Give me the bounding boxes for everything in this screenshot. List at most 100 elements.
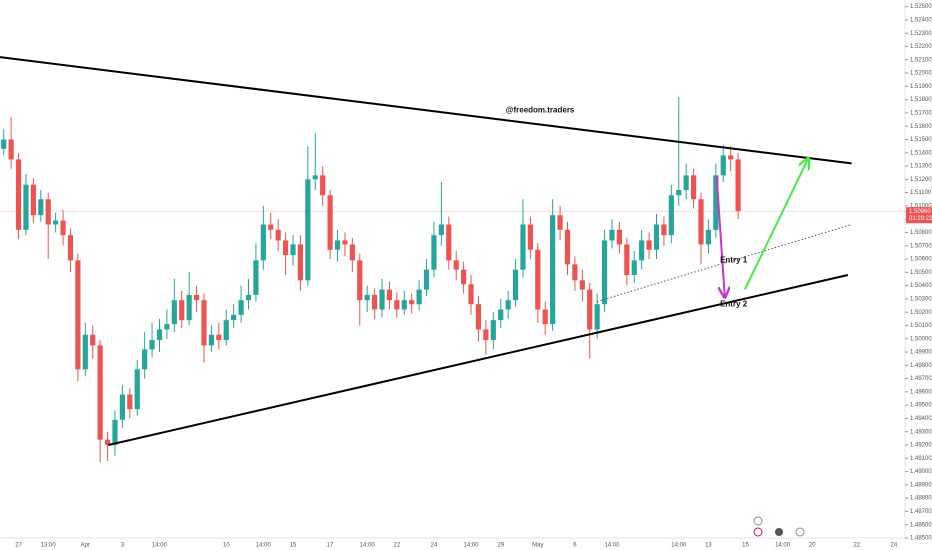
trendline	[108, 274, 849, 446]
x-tick-label: 15	[290, 543, 297, 549]
x-tick-label: 27	[15, 543, 22, 549]
candle-body	[30, 184, 36, 216]
candle-body	[446, 224, 452, 261]
candle-body	[438, 224, 444, 236]
candle-body	[305, 179, 311, 281]
candle-body	[297, 244, 304, 281]
y-tick-label: 1.51400	[910, 150, 932, 156]
candle-body	[520, 224, 526, 270]
last-price-label: 1.50960	[909, 209, 931, 215]
candle-body	[260, 224, 266, 261]
candle-body	[75, 260, 81, 370]
y-tick-label: 1.49900	[910, 350, 932, 356]
candle-body	[639, 240, 645, 261]
x-tick-label: 3	[121, 543, 125, 549]
arrow	[715, 175, 725, 296]
candle-body	[104, 439, 111, 446]
candle-body	[231, 314, 237, 321]
y-tick-label: 1.51500	[910, 137, 932, 143]
x-tick-label: 22	[853, 543, 860, 549]
candle-body	[512, 269, 519, 301]
candle-body	[268, 224, 274, 230]
y-tick-label: 1.48500	[910, 536, 932, 542]
candle-body	[616, 229, 623, 245]
candle-body	[349, 244, 355, 261]
y-tick-label: 1.49100	[910, 456, 932, 462]
candle-body	[705, 229, 712, 245]
candle-body	[379, 289, 385, 310]
y-tick-label: 1.48700	[910, 509, 932, 515]
x-tick-label: 17	[327, 543, 334, 549]
candle-body	[668, 195, 674, 236]
candle-body	[156, 329, 163, 341]
y-tick-label: 1.51800	[910, 97, 932, 103]
x-tick-label: 24	[891, 543, 898, 549]
candle-body	[535, 249, 541, 310]
candle-body	[342, 240, 348, 245]
candle-body	[357, 260, 363, 301]
candle-body	[201, 300, 207, 346]
trendline	[597, 224, 852, 303]
y-tick-label: 1.50200	[910, 310, 932, 316]
candle-body	[223, 320, 229, 341]
x-tick-label: 22	[394, 543, 401, 549]
y-tick-label: 1.52400	[910, 18, 932, 24]
x-tick-label: Apr	[81, 543, 90, 549]
candle-body	[45, 199, 51, 225]
candle-body	[275, 229, 281, 241]
candle-body	[579, 280, 585, 290]
x-tick-label: 14:00	[671, 543, 687, 549]
candle-body	[557, 215, 563, 230]
candle-body	[601, 240, 608, 305]
annotation: Entry 1	[720, 255, 748, 264]
candle-body	[364, 294, 370, 301]
candle-body	[653, 224, 660, 250]
candle-body	[290, 244, 296, 256]
y-tick-label: 1.52000	[910, 71, 932, 77]
x-tick-label: 13:00	[41, 543, 57, 549]
candle-body	[683, 175, 689, 190]
candle-body	[624, 244, 630, 275]
arrow	[743, 159, 808, 291]
candle-body	[468, 284, 474, 305]
y-tick-label: 1.50000	[910, 336, 932, 342]
candle-body	[23, 184, 29, 230]
candle-body	[142, 349, 148, 370]
y-tick-label: 1.49000	[910, 469, 932, 475]
candle-body	[453, 260, 459, 270]
candle-body	[253, 260, 259, 295]
candle-body	[735, 159, 741, 212]
candle-body	[320, 175, 326, 196]
x-tick-label: 13	[705, 543, 712, 549]
candle-body	[594, 304, 600, 330]
candle-body	[542, 309, 548, 325]
candle-body	[282, 240, 289, 256]
y-tick-label: 1.51300	[910, 164, 932, 170]
trendline	[0, 56, 852, 165]
candle-body	[119, 394, 125, 420]
y-tick-label: 1.50400	[910, 283, 932, 289]
x-tick-label: 29	[497, 543, 504, 549]
y-tick-label: 1.49800	[910, 363, 932, 369]
candle-body	[193, 294, 200, 301]
candle-body	[527, 224, 533, 250]
candle-body	[245, 294, 252, 301]
candle-body	[97, 345, 103, 440]
candle-body	[82, 334, 88, 370]
y-tick-label: 1.52100	[910, 57, 932, 63]
candle-body	[386, 289, 393, 301]
candle-body	[631, 260, 637, 275]
candle-body	[60, 220, 66, 236]
y-tick-label: 1.51600	[910, 124, 932, 130]
candle-body	[728, 155, 734, 160]
x-tick-label: 14:00	[464, 543, 480, 549]
y-tick-label: 1.49500	[910, 403, 932, 409]
candle-body	[127, 394, 133, 410]
candle-body	[8, 139, 14, 160]
candle-body	[490, 320, 496, 341]
candle-body	[572, 264, 578, 281]
x-tick-label: 14:00	[360, 543, 376, 549]
candle-body	[483, 329, 489, 341]
candle-body	[416, 289, 422, 305]
